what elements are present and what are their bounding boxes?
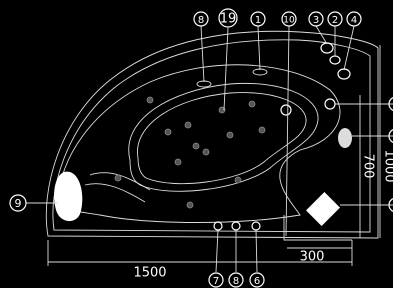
dimension-lines xyxy=(48,45,380,266)
tub-drawing xyxy=(46,31,378,240)
callout: 3 xyxy=(313,15,319,26)
dimension-label: 700 xyxy=(361,154,376,179)
callout: 9 xyxy=(15,197,22,210)
dimension-label: 1500 xyxy=(133,266,166,281)
dimension-label: 300 xyxy=(300,250,325,265)
callout: 7 xyxy=(213,276,219,287)
callout: 1 xyxy=(255,15,261,26)
callout: 8 xyxy=(233,276,239,287)
callout: 6 xyxy=(254,276,260,287)
dimensions: 1500 300 700 1000 xyxy=(133,149,393,280)
callout: 19 xyxy=(220,12,237,27)
tub-diagram: 8 19 1 10 3 2 4 9 7 8 6 1500 300 700 100… xyxy=(0,0,393,288)
handle xyxy=(338,128,352,148)
step xyxy=(306,192,340,226)
headrest xyxy=(54,172,82,221)
page: 8 19 1 10 3 2 4 9 7 8 6 1500 300 700 100… xyxy=(0,0,393,288)
callout: 8 xyxy=(198,15,204,26)
callout: 10 xyxy=(283,16,295,26)
callout: 4 xyxy=(351,15,357,26)
callout: 2 xyxy=(332,15,338,26)
callouts: 8 19 1 10 3 2 4 9 7 8 6 xyxy=(10,9,393,287)
dimension-label: 1000 xyxy=(382,149,393,182)
